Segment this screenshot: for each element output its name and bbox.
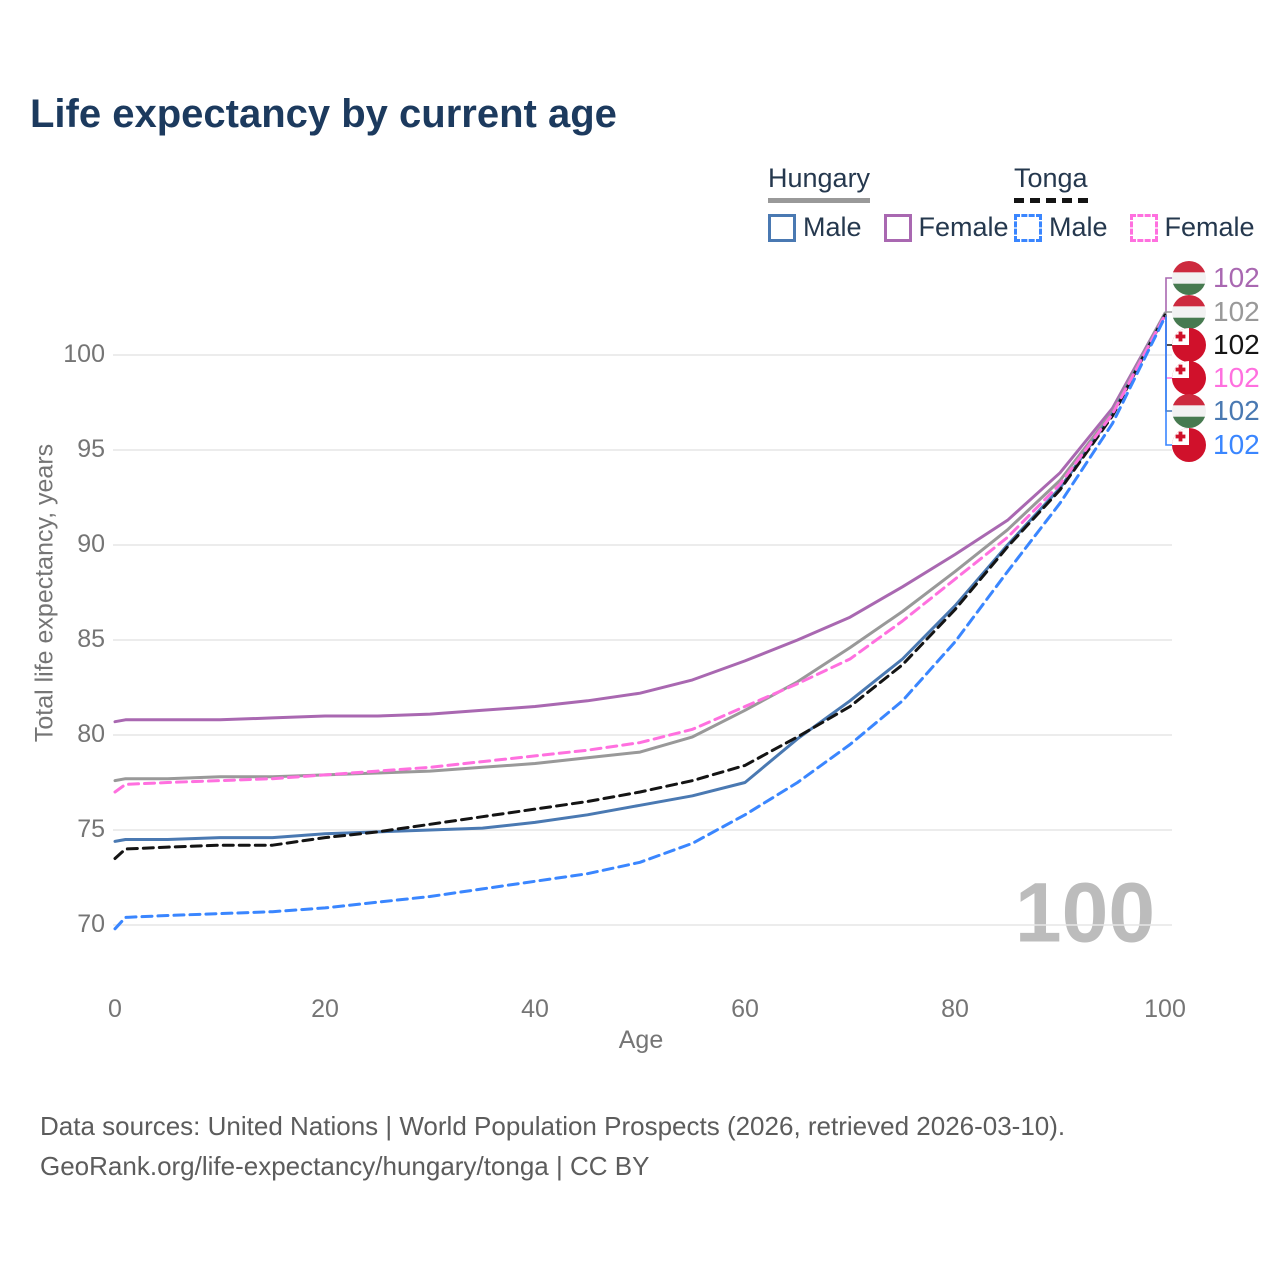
legend-group-tonga: Tonga Male Female	[1014, 163, 1255, 243]
x-tick-label: 80	[941, 995, 969, 1023]
end-label-tonga-female: 102	[1172, 361, 1260, 395]
x-tick-label: 40	[521, 995, 549, 1023]
age-watermark: 100	[1014, 865, 1156, 960]
legend-item-tonga-male[interactable]: Male	[1014, 212, 1108, 243]
end-label-value: 102	[1213, 395, 1260, 426]
y-tick-label: 70	[77, 910, 105, 938]
end-label-value: 102	[1213, 362, 1260, 393]
y-tick-label: 90	[77, 530, 105, 558]
end-label-value: 102	[1213, 296, 1260, 327]
series-line-tonga-male	[113, 315, 1167, 931]
tonga-male-swatch-icon	[1014, 213, 1042, 242]
footer: Data sources: United Nations | World Pop…	[40, 1106, 1065, 1186]
series-line-hungary	[113, 311, 1167, 783]
x-axis-title: Age	[618, 1026, 664, 1054]
end-label-value: 102	[1213, 262, 1260, 293]
legend-country-hungary[interactable]: Hungary	[768, 163, 871, 203]
legend-group-hungary: Hungary Male Female	[768, 163, 1009, 243]
end-label-value: 102	[1213, 429, 1260, 460]
legend-item-hungary-female[interactable]: Female	[883, 212, 1009, 243]
tonga-female-swatch-icon	[1129, 213, 1158, 242]
y-tick-label: 100	[63, 340, 105, 368]
legend-item-label: Female	[1164, 212, 1255, 242]
series-line-hungary-male	[113, 313, 1167, 843]
legend-item-label: Female	[918, 212, 1009, 242]
footer-attribution: GeoRank.org/life-expectancy/hungary/tong…	[40, 1151, 650, 1181]
end-label-hungary-female: 102	[1172, 261, 1260, 295]
footer-sources: Data sources: United Nations | World Pop…	[40, 1111, 1066, 1141]
series-line-hungary-female	[113, 311, 1167, 724]
legend-country-tonga[interactable]: Tonga	[1014, 163, 1088, 203]
end-label-connector	[1165, 317, 1173, 446]
x-tick-label: 60	[731, 995, 759, 1023]
legend-item-tonga-female[interactable]: Female	[1129, 212, 1255, 243]
end-label-hungary-male: 102	[1172, 394, 1260, 428]
y-tick-label: 95	[77, 435, 105, 463]
x-tick-label: 20	[311, 995, 339, 1023]
legend-item-label: Male	[1049, 212, 1108, 242]
page-title: Life expectancy by current age	[30, 92, 617, 136]
tonga-flag-icon	[1172, 361, 1206, 395]
y-tick-label: 85	[77, 625, 105, 653]
end-label-tonga-male: 102	[1172, 428, 1260, 462]
y-tick-label: 75	[77, 815, 105, 843]
x-tick-label: 0	[108, 995, 122, 1023]
series-line-tonga	[113, 313, 1167, 860]
hungary-female-swatch-icon	[883, 213, 912, 242]
tonga-flag-icon	[1172, 428, 1206, 462]
end-label-value: 102	[1213, 329, 1260, 360]
legend-item-label: Male	[803, 212, 862, 242]
end-label-tonga: 102	[1172, 328, 1260, 362]
series-line-tonga-female	[113, 313, 1167, 794]
hungary-flag-icon	[1172, 295, 1206, 329]
hungary-male-swatch-icon	[768, 213, 796, 242]
hungary-flag-icon	[1172, 261, 1206, 295]
end-label-connector	[1165, 277, 1173, 314]
tonga-flag-icon	[1172, 328, 1206, 362]
y-tick-label: 80	[77, 720, 105, 748]
end-label-connector	[1165, 311, 1173, 314]
x-tick-label: 100	[1144, 995, 1186, 1023]
legend-item-hungary-male[interactable]: Male	[768, 212, 862, 243]
hungary-flag-icon	[1172, 394, 1206, 428]
end-label-hungary: 102	[1172, 295, 1260, 329]
